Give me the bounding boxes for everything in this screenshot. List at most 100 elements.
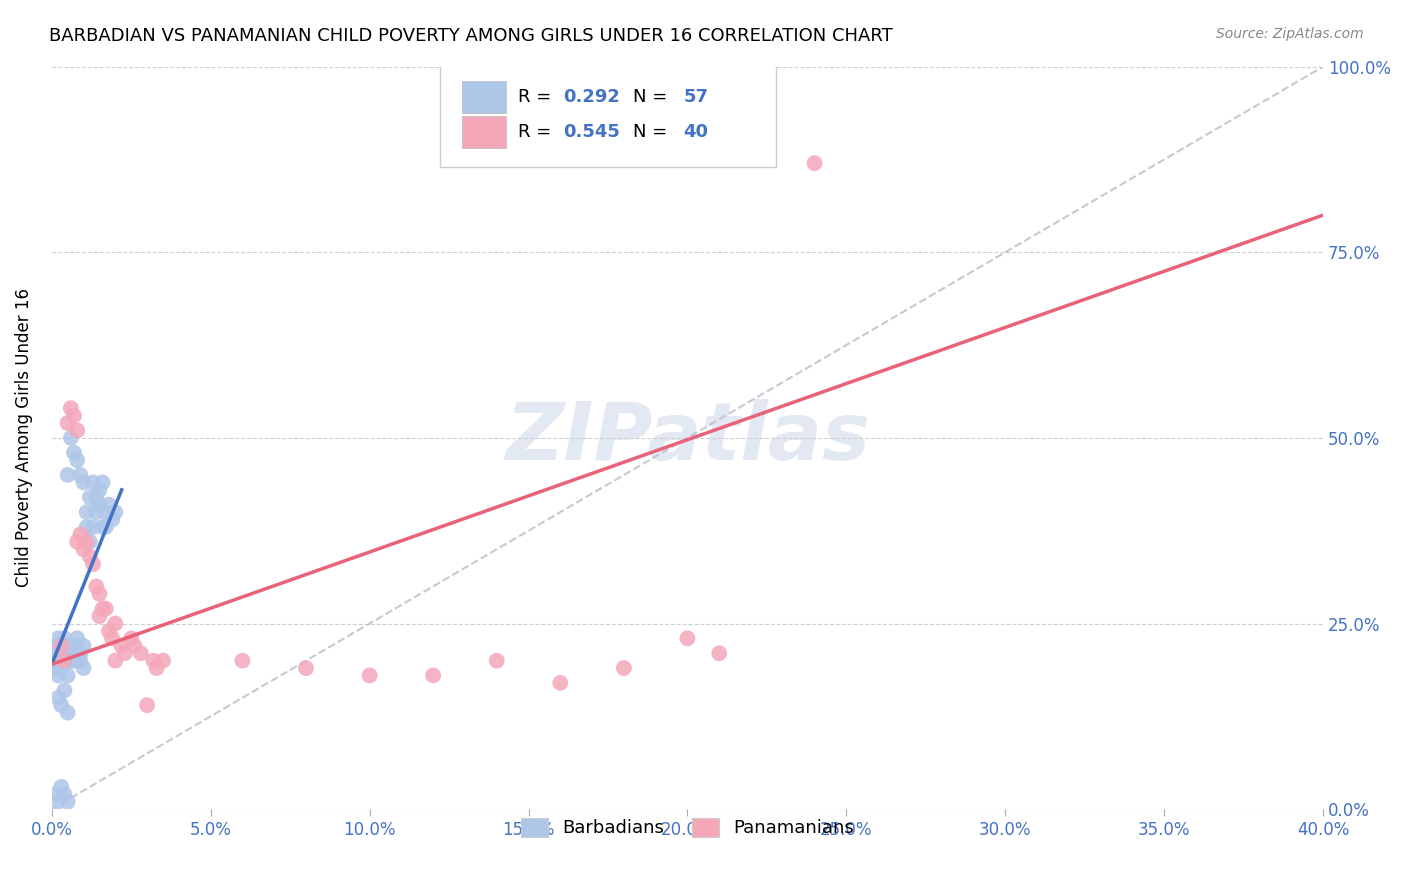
Point <box>152 654 174 668</box>
Point <box>53 654 76 668</box>
Text: ZIPatlas: ZIPatlas <box>505 399 870 477</box>
Point <box>97 498 120 512</box>
Text: N =: N = <box>633 88 673 106</box>
Text: 57: 57 <box>683 88 709 106</box>
Point <box>231 654 253 668</box>
Point <box>97 624 120 638</box>
Point <box>51 654 73 668</box>
Point <box>104 616 127 631</box>
Text: R =: R = <box>519 88 557 106</box>
Text: 0.292: 0.292 <box>562 88 620 106</box>
Point <box>46 668 69 682</box>
Point <box>63 654 86 668</box>
Point <box>676 632 699 646</box>
Point <box>56 795 79 809</box>
Point <box>91 520 114 534</box>
Y-axis label: Child Poverty Among Girls Under 16: Child Poverty Among Girls Under 16 <box>15 288 32 587</box>
Point <box>94 520 117 534</box>
Point <box>145 661 167 675</box>
Point <box>84 490 107 504</box>
Point <box>59 646 82 660</box>
FancyBboxPatch shape <box>463 116 506 147</box>
Point <box>104 654 127 668</box>
Point <box>69 527 91 541</box>
Point <box>46 646 69 660</box>
Point <box>82 557 104 571</box>
Point <box>51 639 73 653</box>
Point <box>63 639 86 653</box>
Point <box>51 698 73 713</box>
Point <box>59 401 82 416</box>
Point <box>46 690 69 705</box>
Point <box>46 632 69 646</box>
Point <box>485 654 508 668</box>
Point <box>91 601 114 615</box>
Point <box>66 534 89 549</box>
Point <box>89 498 111 512</box>
Text: 0.545: 0.545 <box>562 123 620 141</box>
Text: 40: 40 <box>683 123 709 141</box>
Point <box>51 639 73 653</box>
Point <box>56 639 79 653</box>
Point <box>53 683 76 698</box>
Point <box>94 505 117 519</box>
Point <box>72 475 94 490</box>
Point <box>89 483 111 497</box>
Point <box>69 468 91 483</box>
Point <box>66 424 89 438</box>
Point <box>76 520 98 534</box>
Point <box>114 646 136 660</box>
Point <box>359 668 381 682</box>
FancyBboxPatch shape <box>440 64 776 167</box>
Point <box>44 661 66 675</box>
Point <box>69 646 91 660</box>
Point <box>69 654 91 668</box>
Point <box>63 409 86 423</box>
Point <box>120 632 142 646</box>
Point <box>51 661 73 675</box>
Point <box>709 646 731 660</box>
Point <box>46 795 69 809</box>
Point <box>111 639 134 653</box>
Point <box>56 668 79 682</box>
Point <box>89 609 111 624</box>
Point <box>550 676 572 690</box>
Point <box>53 632 76 646</box>
Point <box>66 632 89 646</box>
Point <box>89 587 111 601</box>
Point <box>422 668 444 682</box>
Point <box>129 646 152 660</box>
Point <box>104 505 127 519</box>
Point <box>76 534 98 549</box>
Point <box>124 639 146 653</box>
Point <box>66 654 89 668</box>
Point <box>53 646 76 660</box>
Point <box>79 490 101 504</box>
Legend: Barbadians, Panamanians: Barbadians, Panamanians <box>513 811 860 845</box>
Point <box>295 661 318 675</box>
Point <box>63 446 86 460</box>
Point <box>79 534 101 549</box>
Point <box>56 706 79 720</box>
Point <box>72 542 94 557</box>
Point <box>94 601 117 615</box>
Point <box>59 654 82 668</box>
Point <box>91 475 114 490</box>
Point <box>72 661 94 675</box>
Point <box>44 639 66 653</box>
Point <box>44 787 66 801</box>
Text: BARBADIAN VS PANAMANIAN CHILD POVERTY AMONG GIRLS UNDER 16 CORRELATION CHART: BARBADIAN VS PANAMANIAN CHILD POVERTY AM… <box>49 27 893 45</box>
Text: R =: R = <box>519 123 557 141</box>
Point <box>53 787 76 801</box>
Point <box>101 632 124 646</box>
Point <box>72 639 94 653</box>
Point <box>84 579 107 593</box>
Point <box>53 654 76 668</box>
Point <box>56 654 79 668</box>
Point <box>142 654 165 668</box>
Point <box>803 156 825 170</box>
Text: Source: ZipAtlas.com: Source: ZipAtlas.com <box>1216 27 1364 41</box>
Point <box>82 520 104 534</box>
Point <box>136 698 159 713</box>
Point <box>56 468 79 483</box>
